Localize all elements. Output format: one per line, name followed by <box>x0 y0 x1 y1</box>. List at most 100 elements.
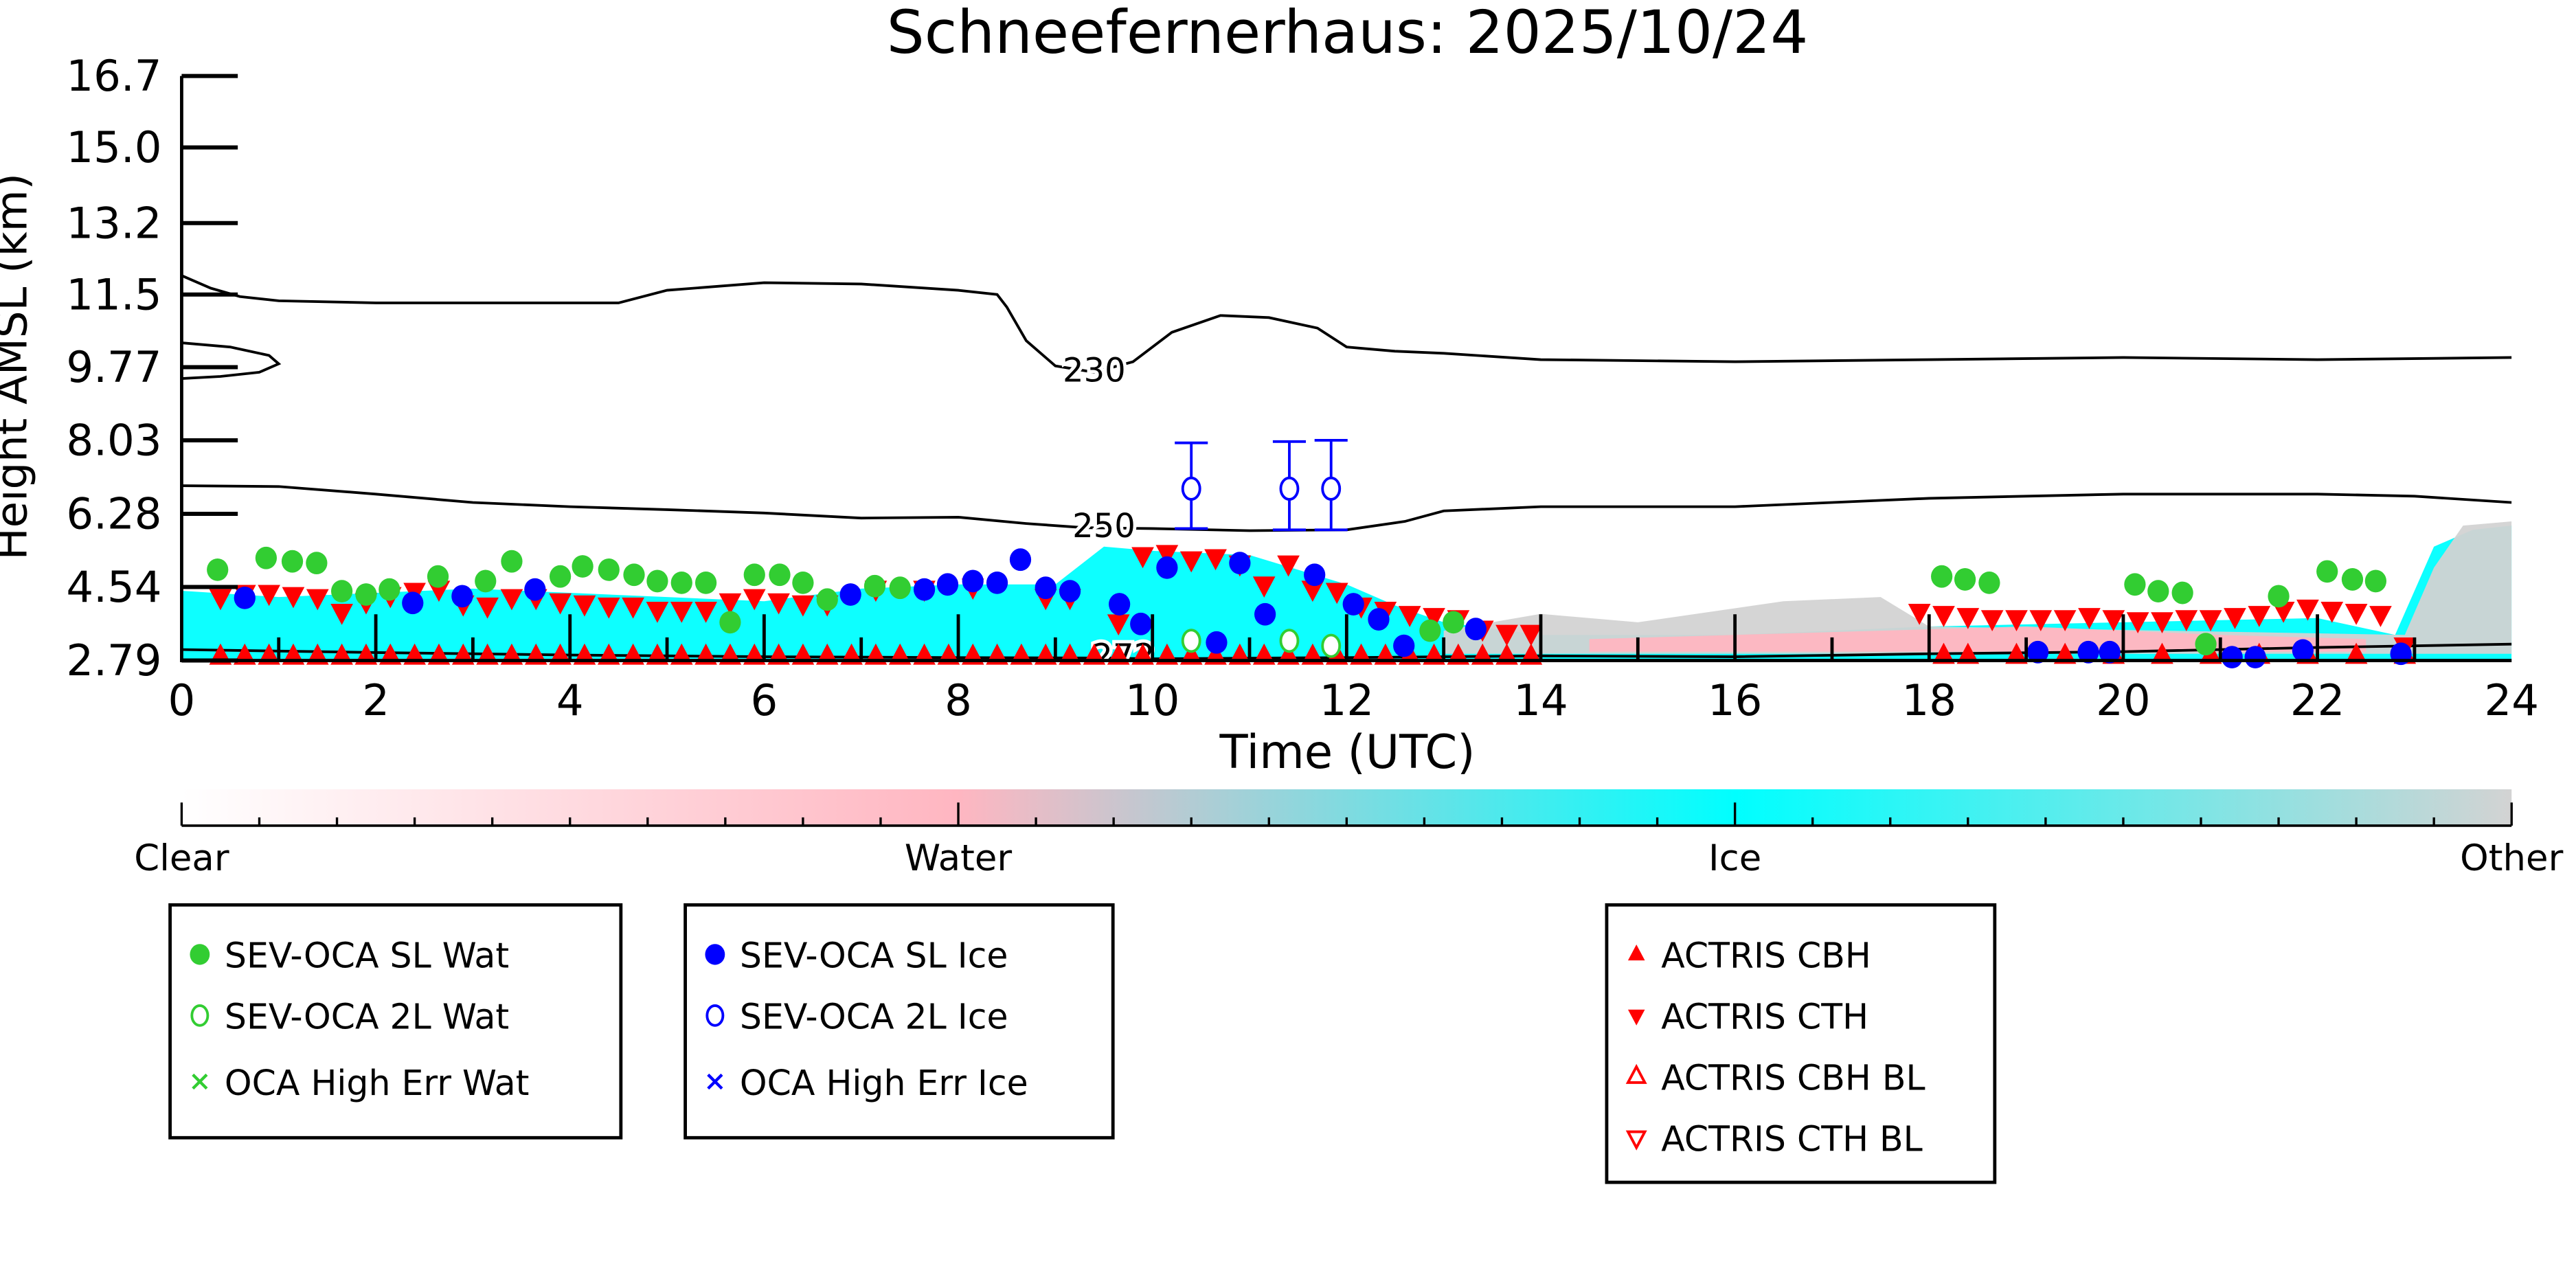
marker-sev-oca-sl-ice <box>986 571 1008 594</box>
marker-actris-cth <box>1423 608 1445 629</box>
y-tick-label: 15.0 <box>66 122 161 172</box>
legend-box: ACTRIS CBH ACTRIS CTH ACTRIS CBH BL ACTRIS … <box>1605 903 1997 1184</box>
marker-sev-oca-sl-wat <box>1443 611 1465 634</box>
marker-sev-oca-sl-ice <box>1156 556 1178 579</box>
colorbar-label: Ice <box>1708 837 1761 879</box>
marker-sev-oca-sl-ice <box>1465 618 1487 641</box>
marker-actris-cth <box>1519 624 1543 646</box>
marker-sev-oca-sl-ice <box>234 586 256 609</box>
marker-actris-cth <box>1908 604 1931 625</box>
marker-sev-oca-sl-ice <box>2077 640 2099 664</box>
marker-actris-cth <box>1398 606 1421 627</box>
legend-marker-filled-circle <box>190 944 210 965</box>
marker-actris-cbh <box>1932 642 1955 664</box>
marker-sev-oca-sl-ice <box>962 569 984 593</box>
marker-actris-cth <box>2029 610 2053 631</box>
marker-actris-cbh <box>2053 642 2077 664</box>
x-tick-label: 24 <box>2484 675 2539 725</box>
marker-sev-oca-sl-wat <box>792 571 814 594</box>
contour-line <box>181 274 2512 374</box>
marker-sev-oca-sl-wat <box>1954 568 1976 591</box>
marker-actris-cth <box>719 593 742 615</box>
marker-actris-cth <box>2296 599 2319 621</box>
marker-actris-cth <box>2078 608 2101 629</box>
legends: SEV-OCA SL Wat SEV-OCA 2L Wat OCA High Err… <box>168 903 1997 1184</box>
marker-sev-oca-sl-wat <box>2364 569 2387 593</box>
marker-sev-oca-sl-wat <box>769 563 791 587</box>
marker-sev-oca-sl-wat <box>743 563 765 587</box>
marker-sev-oca-sl-ice <box>2244 646 2266 669</box>
contour-label: 230 <box>1063 352 1126 390</box>
marker-sev-oca-sl-wat <box>281 550 304 573</box>
marker-sev-oca-sl-wat <box>379 578 400 601</box>
marker-actris-cth <box>1155 545 1179 567</box>
marker-sev-oca-sl-ice <box>936 573 959 596</box>
marker-sev-oca-sl-ice <box>1368 608 1390 631</box>
cloud-region-other <box>1443 521 2512 654</box>
marker-sev-oca-sl-ice <box>2292 639 2314 662</box>
marker-sev-oca-sl-ice <box>524 578 546 601</box>
y-tick-label: 9.77 <box>66 342 161 392</box>
x-tick-label: 14 <box>1513 675 1568 725</box>
legend-label: SEV-OCA SL Ice <box>740 936 1008 976</box>
legend-label: SEV-OCA SL Wat <box>225 936 509 976</box>
marker-actris-cth <box>2248 606 2271 627</box>
marker-actris-cth <box>476 597 499 619</box>
marker-sev-oca-sl-ice <box>1304 563 1326 587</box>
marker-actris-cth <box>2053 610 2077 631</box>
marker-sev-oca-sl-wat <box>694 571 717 594</box>
legend-label: SEV-OCA 2L Wat <box>225 997 509 1037</box>
marker-sev-oca-sl-wat <box>598 558 620 581</box>
marker-sev-oca-2l-wat <box>1181 629 1201 653</box>
marker-sev-oca-sl-wat <box>501 550 523 573</box>
marker-sev-oca-sl-wat <box>646 569 668 593</box>
legend-label: ACTRIS CBH BL <box>1661 1058 1925 1098</box>
y-tick-label: 13.2 <box>66 198 161 248</box>
legend-frame <box>168 903 623 1140</box>
marker-sev-oca-sl-wat <box>427 565 449 588</box>
legend-marker-triangle-up <box>1627 945 1645 961</box>
marker-sev-oca-sl-ice <box>1393 634 1415 657</box>
marker-sev-oca-sl-ice <box>1109 593 1131 615</box>
colorbar-label: Clear <box>134 837 229 879</box>
marker-actris-cth <box>694 601 717 623</box>
marker-sev-oca-sl-ice <box>451 585 473 608</box>
marker-actris-cth <box>2102 610 2125 631</box>
x-tick-label: 10 <box>1125 675 1180 725</box>
marker-actris-cth <box>209 589 232 611</box>
x-tick-label: 8 <box>945 675 972 725</box>
marker-sev-oca-sl-wat <box>2195 633 2217 656</box>
y-tick-label: 16.7 <box>66 51 161 101</box>
x-axis-label: Time (UTC) <box>1219 725 1476 779</box>
marker-actris-cth <box>1325 583 1348 605</box>
marker-actris-cbh <box>2345 642 2368 664</box>
marker-sev-oca-sl-wat <box>2147 580 2169 603</box>
x-tick-label: 2 <box>362 675 389 725</box>
marker-actris-cth <box>1252 576 1276 598</box>
marker-actris-cbh <box>1956 642 1980 664</box>
contour-line <box>181 484 2512 532</box>
marker-actris-cth <box>1301 580 1324 602</box>
legend-marker-open-triangle-up <box>1625 1063 1647 1084</box>
marker-actris-cth <box>500 589 523 611</box>
marker-actris-cth <box>1277 555 1300 577</box>
marker-sev-oca-sl-wat <box>255 546 278 569</box>
marker-sev-oca-sl-wat <box>2341 568 2364 591</box>
x-tick-label: 18 <box>1902 675 1957 725</box>
marker-actris-cth <box>2151 612 2173 634</box>
y-tick-label: 8.03 <box>66 416 161 466</box>
marker-sev-oca-sl-ice <box>1009 548 1032 572</box>
marker-sev-oca-sl-ice <box>2026 640 2049 664</box>
marker-sev-oca-sl-ice <box>1130 612 1152 635</box>
marker-actris-cth <box>549 593 572 615</box>
marker-sev-oca-sl-wat <box>670 571 692 594</box>
marker-actris-cth <box>622 597 644 619</box>
legend-marker-open-circle <box>190 1004 210 1027</box>
marker-actris-cth <box>2320 601 2344 623</box>
marker-sev-oca-sl-wat <box>2124 573 2146 596</box>
x-tick-label: 20 <box>2096 675 2151 725</box>
legend-marker-x <box>707 1073 723 1090</box>
marker-actris-cth <box>1204 549 1227 571</box>
marker-actris-cth <box>670 601 693 623</box>
